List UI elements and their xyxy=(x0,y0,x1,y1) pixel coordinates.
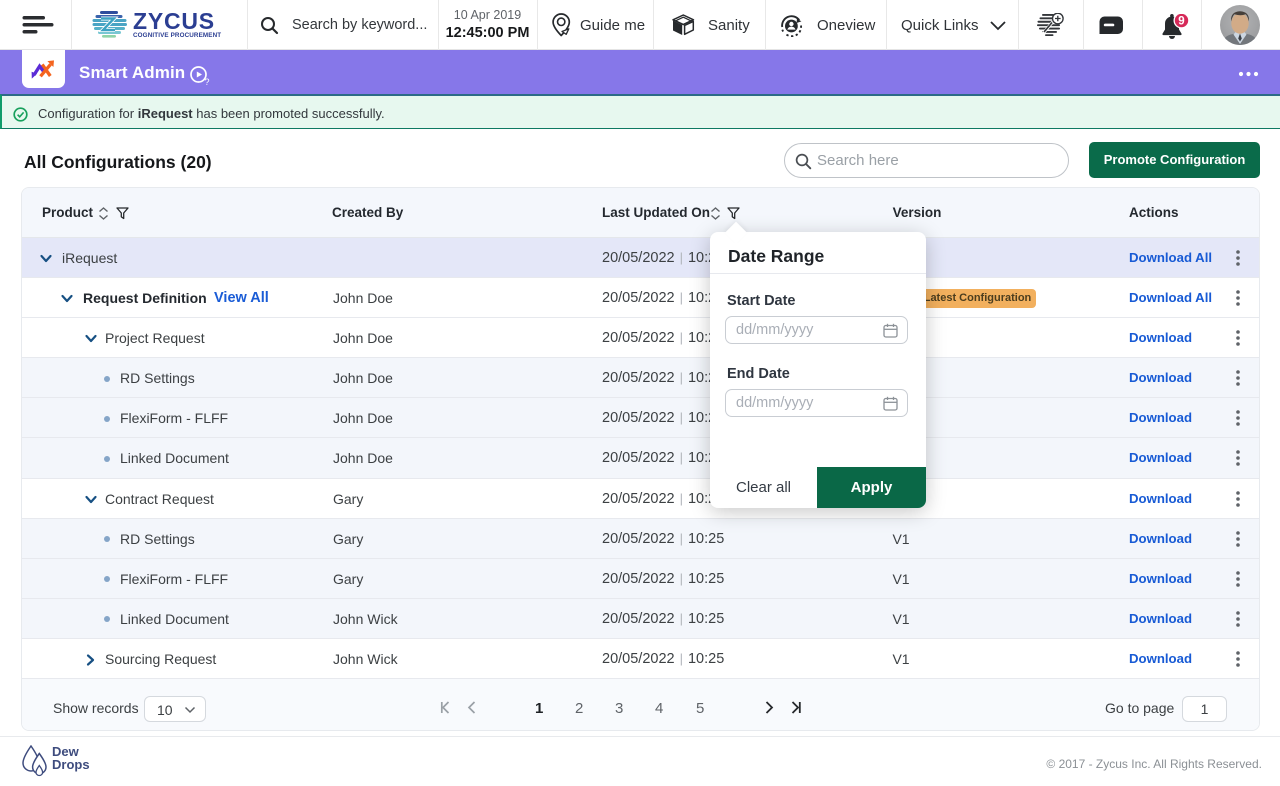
svg-text:9: 9 xyxy=(1178,16,1184,28)
svg-text:?: ? xyxy=(205,77,210,87)
